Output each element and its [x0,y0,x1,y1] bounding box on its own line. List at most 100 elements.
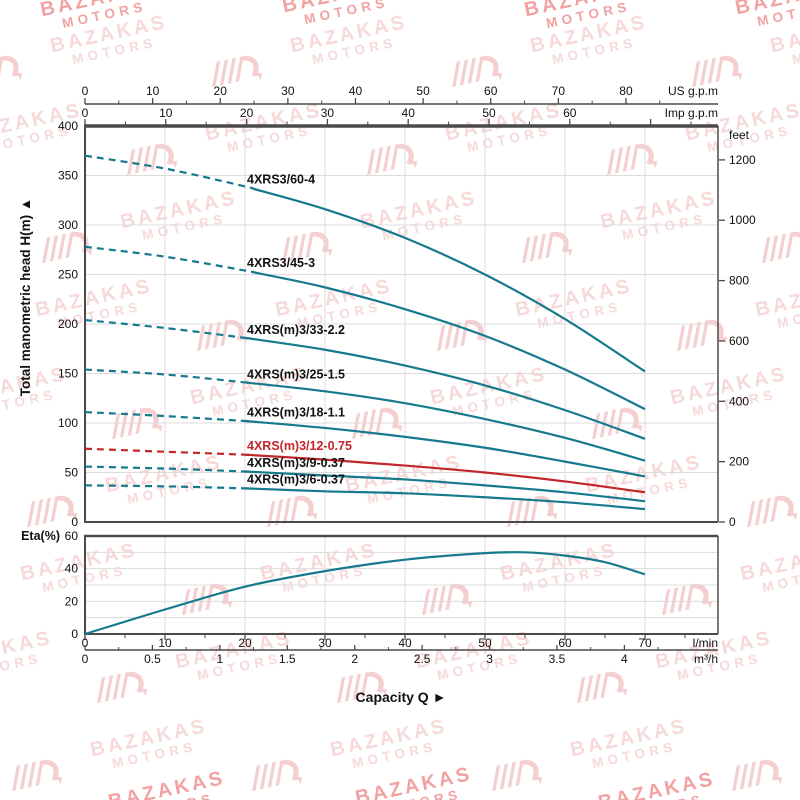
curve-dashed-4xrs3-45-3 [84,245,256,274]
m3h-tick-label: 2 [351,652,358,666]
lmin-axis: 0 10 20 30 40 50 60 70 l/min [82,635,718,650]
eta-axis-title: Eta(%) [21,529,60,543]
imp-gpm-tick-label: 20 [240,106,254,120]
curve-dashed-4xrs-m-3-25-1-5 [84,368,252,385]
curve-label-4xrs3-45-3: 4XRS3/45-3 [247,256,315,270]
curve-4xrs-m-3-12-0-75 [244,453,646,494]
eta-tick-label: 40 [65,562,79,576]
head-tick-label: 100 [58,416,78,430]
m3h-axis-label: m³/h [694,652,718,666]
pump-curves: 4XRS3/60-4 4XRS3/45-3 4XRS(m)3/33-2.2 4XRS(… [84,154,646,511]
feet-tick-label: 800 [729,274,749,288]
us-gpm-tick-label: 50 [416,84,430,98]
head-tick-label: 350 [58,169,78,183]
curve-4xrs-m-3-33-2-2 [244,336,646,440]
watermark-logo-icon [27,495,78,528]
lmin-axis-label: l/min [693,636,718,650]
curve-4xrs-m-3-9-0-37 [244,470,646,503]
feet-tick-label: 1000 [729,213,756,227]
curve-4xrs3-45-3 [252,271,646,411]
watermark-logo-icon [762,231,800,264]
us-gpm-tick-label: 70 [552,84,566,98]
eta-chart: 0 20 40 60 Eta(%) [21,529,646,641]
plot-borders [84,124,719,635]
lmin-tick-label: 50 [478,636,492,650]
watermark-logo-icon [692,55,743,88]
head-tick-label: 150 [58,367,78,381]
feet-tick-label: 400 [729,394,749,408]
lmin-tick-label: 40 [398,636,412,650]
head-tick-label: 0 [71,515,78,529]
lmin-tick-label: 20 [238,636,252,650]
lmin-tick-label: 10 [158,636,172,650]
watermark-line2: MOTORS [791,35,800,68]
watermark-logo-icon [732,759,783,792]
eta-tick-label: 0 [71,627,78,641]
curve-dashed-4xrs-m-3-18-1-1 [84,411,252,423]
head-axis: 0 50 100 150 200 250 300 350 400 Total manometric… [18,119,78,529]
curve-label-4xrs-m-3-9-0-37: 4XRS(m)3/9-0.37 [247,456,345,470]
watermark-logo-icon [607,143,658,176]
watermark-logo-icon [662,583,713,616]
imp-gpm-axis: 0 10 20 30 40 50 60 Imp g.p.m [82,106,718,125]
imp-gpm-tick-label: 30 [321,106,335,120]
head-tick-label: 50 [65,466,79,480]
curve-dashed-4xrs-m-3-33-2-2 [84,318,252,340]
lmin-tick-label: 70 [638,636,652,650]
curve-4xrs-m-3-6-0-37 [244,487,646,511]
watermark-logo-icon [337,671,388,704]
imp-gpm-axis-label: Imp g.p.m [665,106,718,120]
feet-axis: 0 200 400 600 800 1000 1200 feet [719,128,756,529]
us-gpm-tick-label: 60 [484,84,498,98]
imp-gpm-tick-label: 40 [402,106,416,120]
us-gpm-tick-label: 10 [146,84,160,98]
m3h-tick-label: 2.5 [414,652,431,666]
watermark-logo-icon [212,55,263,88]
curve-label-4xrs-m-3-33-2-2: 4XRS(m)3/33-2.2 [247,323,345,337]
feet-tick-label: 0 [729,515,736,529]
m3h-tick-label: 1 [217,652,224,666]
eta-tick-label: 20 [65,594,79,608]
m3h-axis: 0 0.5 1 1.5 2 2.5 3 3.5 4 m³/h [82,645,718,666]
head-axis-title: Total manometric head H(m) ▲ [18,198,33,396]
watermark-logo-icon [367,143,418,176]
us-gpm-tick-label: 40 [349,84,363,98]
us-gpm-tick-label: 80 [619,84,633,98]
m3h-tick-label: 3 [486,652,493,666]
watermark-logo-icon [577,671,628,704]
head-tick-label: 250 [58,268,78,282]
m3h-tick-label: 0 [82,652,89,666]
watermark-logo-icon [267,495,318,528]
imp-gpm-tick-label: 10 [159,106,173,120]
feet-axis-label: feet [729,128,750,142]
imp-gpm-tick-label: 60 [563,106,577,120]
curve-4xrs3-60-4 [252,187,646,373]
watermark-logo-icon [42,231,93,264]
imp-gpm-tick-label: 50 [482,106,496,120]
watermark-logo-icon [12,759,63,792]
gridlines [85,128,718,634]
curve-label-4xrs-m-3-18-1-1: 4XRS(m)3/18-1.1 [247,406,345,420]
watermark-logo-icon [422,583,473,616]
head-tick-label: 300 [58,218,78,232]
lmin-tick-label: 30 [318,636,332,650]
us-gpm-axis: 0 10 20 30 40 50 60 70 80 US g.p.m [82,84,718,105]
watermark-logo-icon [127,143,178,176]
feet-tick-label: 600 [729,334,749,348]
eta-curve [84,550,646,636]
